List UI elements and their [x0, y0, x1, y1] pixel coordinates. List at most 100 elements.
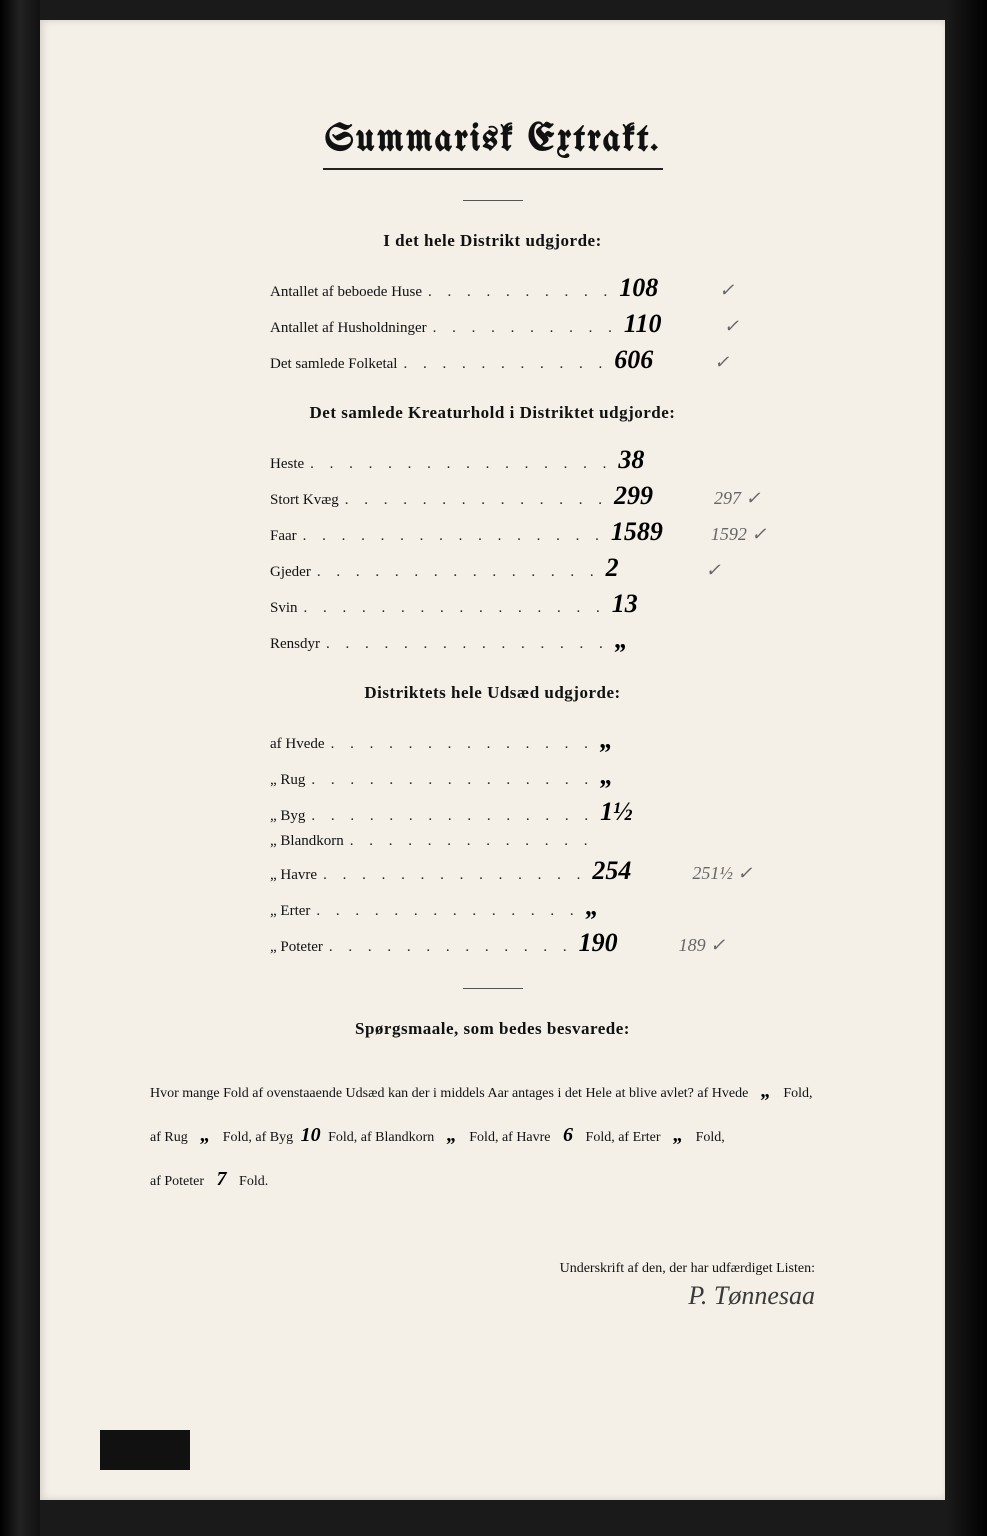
row-dots: . . . . . . . . . .	[433, 320, 618, 337]
q-text: Fold, af Erter	[586, 1130, 661, 1145]
data-row: Faar . . . . . . . . . . . . . . . . 1589 1…	[270, 517, 875, 547]
row-value: 110	[624, 309, 714, 339]
section-heading-seed: Distriktets hele Udsæd udgjorde:	[110, 683, 875, 703]
section-heading-questions: Spørgsmaale, som bedes besvarede:	[110, 1019, 875, 1039]
data-row: „ Byg . . . . . . . . . . . . . . . 1½	[270, 797, 875, 827]
row-label: „ Rug	[270, 772, 305, 789]
q-text: Fold, af Havre	[469, 1130, 550, 1145]
row-value: 13	[612, 589, 702, 619]
row-dots: . . . . . . . . . . . . . . . .	[303, 528, 605, 545]
row-value: 254	[592, 856, 682, 886]
q-blandkorn-value: „	[438, 1113, 466, 1157]
data-row: „ Blandkorn . . . . . . . . . . . . .	[270, 833, 875, 850]
row-label: „ Blandkorn	[270, 833, 344, 850]
q-text: Fold,	[783, 1086, 812, 1101]
row-value: 190	[579, 928, 669, 958]
row-value: „	[600, 761, 690, 791]
q-text: Fold.	[239, 1174, 268, 1189]
row-dots: . . . . . . . . . . . . . . .	[317, 564, 600, 581]
questions-paragraph: Hvor mange Fold af ovenstaaende Udsæd ka…	[150, 1069, 835, 1201]
row-dots: . . . . . . . . . .	[428, 284, 613, 301]
q-byg-value: 10	[297, 1113, 325, 1157]
row-value: „	[615, 625, 705, 655]
row-dots: . . . . . . . . . . . . . . . .	[304, 600, 606, 617]
row-annotation: ✓	[714, 352, 729, 373]
signature-label: Underskrift af den, der har udfærdiget L…	[110, 1261, 815, 1277]
row-value: 108	[619, 273, 709, 303]
document-page: Summarisk Extrakt. I det hele Distrikt u…	[40, 20, 945, 1500]
row-label: „ Byg	[270, 808, 305, 825]
q-text: Hvor mange Fold af ovenstaaende Udsæd ka…	[150, 1086, 748, 1101]
row-annotation: 251½ ✓	[692, 863, 752, 884]
row-annotation: 297 ✓	[714, 488, 761, 509]
row-dots: . . . . . . . . . . . . . .	[316, 903, 579, 920]
row-label: „ Erter	[270, 903, 310, 920]
row-value: 299	[614, 481, 704, 511]
data-row: Gjeder. . . . . . . . . . . . . . .2✓	[270, 553, 875, 583]
row-label: af Hvede	[270, 736, 325, 753]
row-label: „ Poteter	[270, 939, 323, 956]
page-tab	[100, 1430, 190, 1470]
q-havre-value: 6	[554, 1113, 582, 1157]
signature-block: Underskrift af den, der har udfærdiget L…	[110, 1261, 875, 1311]
q-rug-value: „	[191, 1113, 219, 1157]
row-label: Svin	[270, 600, 298, 617]
row-annotation: ✓	[706, 560, 721, 581]
q-text: af Rug	[150, 1130, 188, 1145]
divider	[463, 988, 523, 989]
row-dots: . . . . . . . . . . . . . .	[345, 492, 608, 509]
data-row: „ Rug . . . . . . . . . . . . . . . „	[270, 761, 875, 791]
row-value: „	[586, 892, 676, 922]
row-dots: . . . . . . . . . . . . .	[350, 833, 594, 850]
data-row: Stort Kvæg . . . . . . . . . . . . . . 299…	[270, 481, 875, 511]
row-value: 1½	[600, 797, 690, 827]
row-value: 38	[618, 445, 708, 475]
page-title: Summarisk Extrakt.	[110, 120, 875, 160]
data-row: „ Poteter . . . . . . . . . . . . . 190 189…	[270, 928, 875, 958]
q-text: Fold, af Blandkorn	[328, 1130, 434, 1145]
row-value: „	[600, 725, 690, 755]
q-text: Fold,	[696, 1130, 725, 1145]
data-row: Antallet af beboede Huse . . . . . . . . …	[270, 273, 875, 303]
q-poteter-value: 7	[208, 1157, 236, 1201]
data-row: Rensdyr . . . . . . . . . . . . . . . „	[270, 625, 875, 655]
row-dots: . . . . . . . . . . . . . . .	[311, 772, 594, 789]
divider	[463, 200, 523, 201]
row-dots: . . . . . . . . . . . . . . .	[311, 808, 594, 825]
right-edge-shadow	[947, 0, 987, 1536]
q-erter-value: „	[664, 1113, 692, 1157]
row-value: 1589	[611, 517, 701, 547]
data-row: Svin . . . . . . . . . . . . . . . . 13	[270, 589, 875, 619]
row-annotation: ✓	[724, 316, 739, 337]
row-dots: . . . . . . . . . . . . .	[329, 939, 573, 956]
data-row: Det samlede Folketal . . . . . . . . . . …	[270, 345, 875, 375]
row-label: „ Havre	[270, 867, 317, 884]
data-row: „ Havre . . . . . . . . . . . . . . 254 251…	[270, 856, 875, 886]
data-row: Heste. . . . . . . . . . . . . . . .38	[270, 445, 875, 475]
row-label: Antallet af beboede Huse	[270, 284, 422, 301]
row-dots: . . . . . . . . . . . . . . .	[326, 636, 609, 653]
section-heading-district: I det hele Distrikt udgjorde:	[110, 231, 875, 251]
row-label: Gjeder	[270, 564, 311, 581]
section-heading-livestock: Det samlede Kreaturhold i Distriktet udg…	[110, 403, 875, 423]
row-label: Rensdyr	[270, 636, 320, 653]
row-dots: . . . . . . . . . . .	[403, 356, 608, 373]
row-dots: . . . . . . . . . . . . . .	[323, 867, 586, 884]
data-row: „ Erter . . . . . . . . . . . . . . „	[270, 892, 875, 922]
row-label: Det samlede Folketal	[270, 356, 397, 373]
q-hvede-value: „	[752, 1069, 780, 1113]
row-label: Antallet af Husholdninger	[270, 320, 427, 337]
data-row: Antallet af Husholdninger . . . . . . . .…	[270, 309, 875, 339]
row-annotation: ✓	[719, 280, 734, 301]
book-binding	[0, 0, 40, 1536]
signature-name: P. Tønnesaa	[110, 1281, 815, 1311]
row-value: 606	[614, 345, 704, 375]
row-label: Faar	[270, 528, 297, 545]
row-annotation: 189 ✓	[679, 935, 726, 956]
title-underline	[323, 168, 663, 170]
row-dots: . . . . . . . . . . . . . . . .	[310, 456, 612, 473]
row-annotation: 1592 ✓	[711, 524, 767, 545]
row-label: Stort Kvæg	[270, 492, 339, 509]
q-text: af Poteter	[150, 1174, 204, 1189]
data-row: af Hvede. . . . . . . . . . . . . .„	[270, 725, 875, 755]
